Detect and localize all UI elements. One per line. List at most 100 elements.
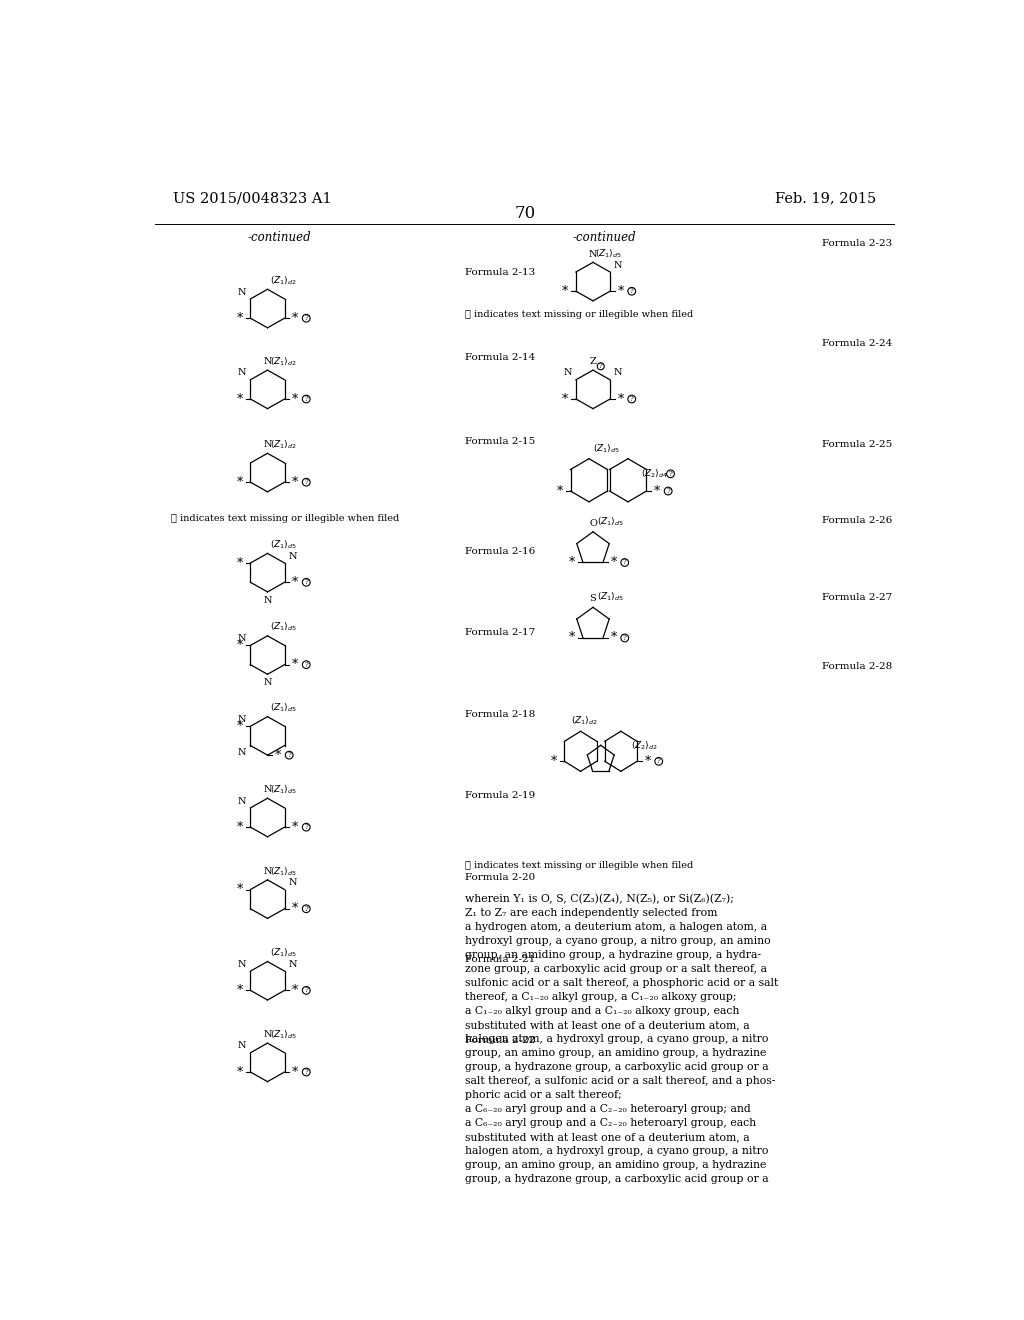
Text: N: N: [238, 748, 247, 756]
Text: N: N: [263, 867, 271, 876]
Text: N: N: [289, 960, 297, 969]
Text: *: *: [654, 484, 660, 498]
Text: ?: ?: [667, 487, 670, 495]
Text: N: N: [263, 678, 271, 688]
Text: $(Z_1)_{d5}$: $(Z_1)_{d5}$: [595, 248, 623, 260]
Text: *: *: [237, 475, 243, 488]
Text: $(Z_1)_{d5}$: $(Z_1)_{d5}$: [270, 539, 297, 552]
Text: $(Z_1)_{d5}$: $(Z_1)_{d5}$: [270, 1028, 297, 1040]
Text: Formula 2-13: Formula 2-13: [465, 268, 536, 277]
Text: *: *: [292, 475, 299, 488]
Text: *: *: [237, 821, 243, 834]
Text: N: N: [263, 785, 271, 795]
Text: ⓘ indicates text missing or illegible when filed: ⓘ indicates text missing or illegible wh…: [171, 515, 399, 523]
Text: ?: ?: [304, 986, 308, 994]
Text: Formula 2-15: Formula 2-15: [465, 437, 536, 446]
Text: N: N: [263, 595, 271, 605]
Text: $(Z_1)_{d2}$: $(Z_1)_{d2}$: [270, 275, 297, 286]
Text: *: *: [610, 631, 617, 644]
Text: Z: Z: [590, 358, 596, 367]
Text: ?: ?: [623, 558, 627, 566]
Text: Formula 2-23: Formula 2-23: [821, 239, 892, 248]
Text: $(Z_1)_{d5}$: $(Z_1)_{d5}$: [597, 591, 624, 603]
Text: Formula 2-26: Formula 2-26: [821, 516, 892, 525]
Text: *: *: [292, 983, 299, 997]
Text: *: *: [237, 1065, 243, 1078]
Text: Formula 2-28: Formula 2-28: [821, 663, 892, 671]
Text: N: N: [289, 878, 297, 887]
Text: *: *: [610, 556, 617, 569]
Text: Feb. 19, 2015: Feb. 19, 2015: [775, 191, 877, 206]
Text: *: *: [292, 659, 299, 671]
Text: $(Z_1)_{d2}$: $(Z_1)_{d2}$: [270, 438, 297, 451]
Text: N: N: [263, 1031, 271, 1039]
Text: ?: ?: [304, 661, 308, 669]
Text: ?: ?: [599, 362, 603, 371]
Text: N: N: [263, 358, 271, 367]
Text: $(Z_1)_{d5}$: $(Z_1)_{d5}$: [593, 442, 620, 455]
Text: N: N: [238, 715, 247, 723]
Text: *: *: [557, 484, 563, 498]
Text: Formula 2-20: Formula 2-20: [465, 873, 536, 882]
Text: $(Z_1)_{d2}$: $(Z_1)_{d2}$: [270, 355, 297, 368]
Text: wherein Y₁ is O, S, C(Z₃)(Z₄), N(Z₅), or Si(Z₆)(Z₇);
Z₁ to Z₇ are each independe: wherein Y₁ is O, S, C(Z₃)(Z₄), N(Z₅), or…: [465, 894, 778, 1184]
Text: *: *: [562, 285, 568, 298]
Text: ⓘ indicates text missing or illegible when filed: ⓘ indicates text missing or illegible wh…: [465, 861, 693, 870]
Text: Formula 2-18: Formula 2-18: [465, 710, 536, 719]
Text: Formula 2-16: Formula 2-16: [465, 546, 536, 556]
Text: ⓘ indicates text missing or illegible when filed: ⓘ indicates text missing or illegible wh…: [465, 310, 693, 319]
Text: S: S: [590, 594, 596, 603]
Text: *: *: [237, 883, 243, 896]
Text: *: *: [617, 285, 624, 298]
Text: 70: 70: [514, 206, 536, 222]
Text: *: *: [237, 557, 243, 569]
Text: Formula 2-25: Formula 2-25: [821, 441, 892, 449]
Text: $(Z_2)_{d2}$: $(Z_2)_{d2}$: [631, 739, 657, 751]
Text: *: *: [292, 903, 299, 915]
Text: N: N: [238, 368, 247, 378]
Text: *: *: [237, 392, 243, 405]
Text: N: N: [614, 368, 623, 378]
Text: Formula 2-17: Formula 2-17: [465, 628, 536, 638]
Text: $(Z_1)_{d5}$: $(Z_1)_{d5}$: [270, 620, 297, 634]
Text: *: *: [237, 983, 243, 997]
Text: ?: ?: [623, 634, 627, 642]
Text: *: *: [237, 719, 243, 733]
Text: ?: ?: [304, 824, 308, 832]
Text: ?: ?: [304, 578, 308, 586]
Text: *: *: [617, 392, 624, 405]
Text: Formula 2-14: Formula 2-14: [465, 352, 536, 362]
Text: *: *: [237, 312, 243, 325]
Text: N: N: [238, 960, 247, 969]
Text: ?: ?: [304, 904, 308, 912]
Text: O: O: [589, 519, 597, 528]
Text: N: N: [614, 260, 623, 269]
Text: ?: ?: [656, 758, 660, 766]
Text: N: N: [238, 796, 247, 805]
Text: *: *: [569, 556, 575, 569]
Text: ?: ?: [304, 395, 308, 403]
Text: *: *: [275, 748, 282, 762]
Text: ?: ?: [304, 1068, 308, 1076]
Text: *: *: [292, 392, 299, 405]
Text: N: N: [589, 249, 597, 259]
Text: $(Z_2)_{d4}$: $(Z_2)_{d4}$: [641, 467, 669, 480]
Text: $(Z_1)_{d2}$: $(Z_1)_{d2}$: [570, 715, 597, 727]
Text: ?: ?: [288, 751, 291, 759]
Text: $(Z_1)_{d5}$: $(Z_1)_{d5}$: [270, 784, 297, 796]
Text: Formula 2-21: Formula 2-21: [465, 954, 536, 964]
Text: Formula 2-19: Formula 2-19: [465, 792, 536, 800]
Text: *: *: [292, 821, 299, 834]
Text: N: N: [563, 368, 572, 378]
Text: ?: ?: [669, 470, 673, 478]
Text: US 2015/0048323 A1: US 2015/0048323 A1: [173, 191, 332, 206]
Text: $(Z_1)_{d5}$: $(Z_1)_{d5}$: [597, 516, 624, 528]
Text: ?: ?: [630, 395, 634, 403]
Text: N: N: [263, 441, 271, 449]
Text: *: *: [292, 576, 299, 589]
Text: N: N: [238, 634, 247, 643]
Text: *: *: [292, 1065, 299, 1078]
Text: Formula 2-24: Formula 2-24: [821, 339, 892, 347]
Text: $(Z_1)_{d5}$: $(Z_1)_{d5}$: [270, 702, 297, 714]
Text: ?: ?: [304, 314, 308, 322]
